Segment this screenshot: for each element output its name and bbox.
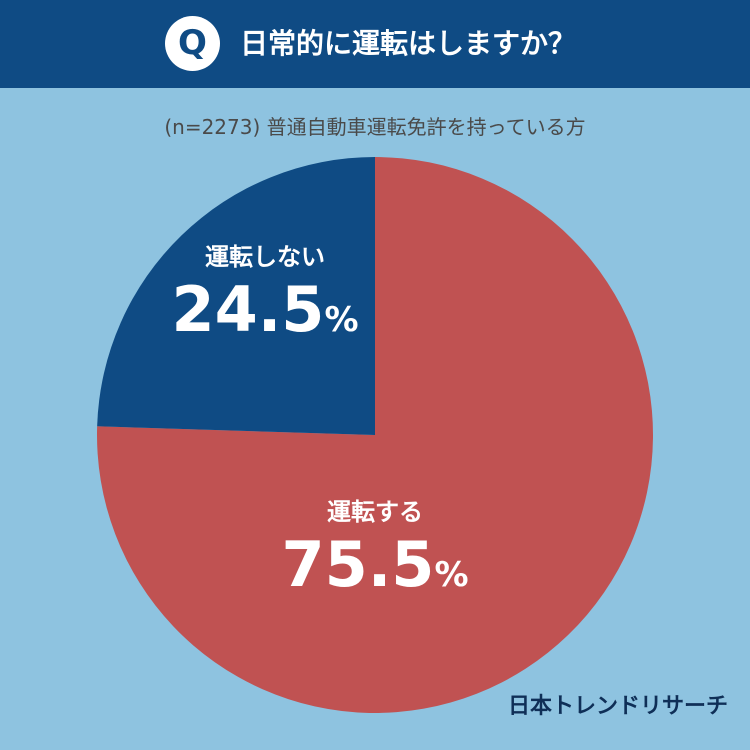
brand-logo: 日本トレンドリサーチ [507, 694, 728, 719]
slice-value-drive: 75.5% [281, 528, 469, 601]
question-title: 日常的に運転はしますか？ [240, 27, 577, 60]
slice-label-drive: 運転する 75.5% [265, 495, 485, 611]
header-bar: Q 日常的に運転はしますか？ [0, 0, 750, 88]
pie-slice-no-drive [97, 157, 375, 435]
slice-label-no-drive: 運転しない 24.5% [160, 240, 370, 356]
slice-value-no-drive: 24.5% [171, 273, 359, 346]
q-badge-icon: Q [165, 16, 220, 71]
chart-subtitle: (n=2273) 普通自動車運転免許を持っている方 [164, 115, 586, 139]
slice-name-drive: 運転する [327, 498, 423, 526]
slice-name-no-drive: 運転しない [205, 243, 325, 271]
